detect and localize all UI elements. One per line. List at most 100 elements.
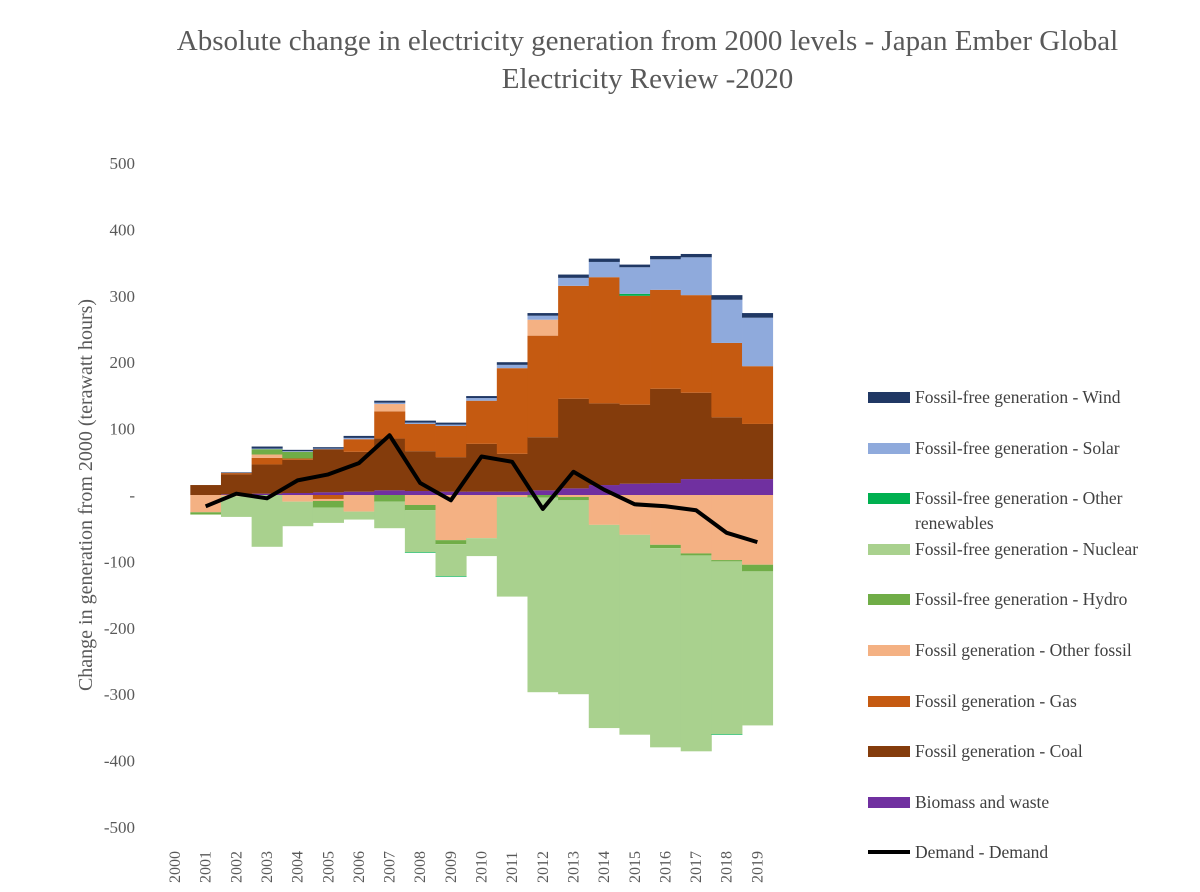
area-segment [374, 495, 406, 502]
y-tick-label: -400 [104, 752, 135, 771]
area-segment [496, 364, 528, 369]
area-segment [282, 458, 314, 460]
legend-item: Fossil generation - Gas [868, 688, 1198, 739]
area-segment [435, 544, 467, 577]
area-segment [404, 422, 436, 424]
area-segment [190, 495, 222, 513]
area-segment [312, 448, 344, 450]
area-segment [558, 274, 590, 278]
area-segment [220, 473, 253, 475]
area-segment [404, 510, 436, 553]
area-segment [680, 555, 712, 752]
area-segment [619, 295, 651, 405]
legend-item: Fossil-free generation - Nuclear [868, 536, 1198, 587]
chart-title: Absolute change in electricity generatio… [176, 25, 1119, 95]
area-segment [404, 423, 436, 452]
area-segment [312, 495, 344, 499]
area-segment [343, 435, 375, 438]
area-segment [374, 400, 406, 403]
x-tick-label: 2010 [474, 851, 491, 883]
area-segment [312, 447, 344, 449]
area-segment [496, 368, 528, 454]
area-segment [650, 483, 682, 495]
area-segment [312, 507, 344, 523]
legend-item: Demand - Demand [868, 839, 1198, 890]
area-segment [220, 472, 253, 474]
area-segment [251, 495, 283, 547]
area-segment [619, 404, 651, 484]
area-segment [558, 398, 590, 489]
area-segment [588, 403, 620, 486]
area-segment [466, 491, 498, 495]
y-tick-label: 200 [110, 353, 136, 372]
area-segment [282, 501, 314, 527]
area-segment [312, 498, 344, 501]
area-segment [680, 479, 712, 495]
area-segment [711, 495, 743, 561]
area-segment [496, 491, 528, 495]
plot: Change in generation from 2000 (terawatt… [75, 154, 774, 883]
area-segment [282, 493, 314, 495]
area-segment [527, 497, 559, 693]
legend-item: Fossil generation - Other fossil [868, 637, 1198, 688]
area-segment [251, 457, 283, 465]
area-segment [466, 400, 498, 444]
area-segment [435, 495, 467, 541]
area-segment [742, 479, 774, 495]
area-segment [527, 319, 559, 336]
area-segment [527, 495, 559, 498]
area-segment [466, 443, 498, 492]
area-segment [742, 564, 774, 572]
legend-label: Biomass and waste [915, 791, 1050, 812]
area-segment [190, 512, 222, 515]
area-segment [680, 253, 712, 258]
legend-swatch [868, 796, 910, 808]
x-tick-label: 2006 [351, 851, 368, 883]
area-segment [742, 495, 774, 565]
area-segment [588, 495, 620, 525]
area-segment [742, 317, 774, 367]
area-segment [650, 495, 682, 545]
area-segment [374, 404, 406, 412]
x-tick-label: 2003 [259, 851, 276, 883]
area-segment [312, 500, 344, 508]
area-segment [435, 576, 467, 577]
area-segment [251, 493, 283, 495]
area-segment [496, 362, 528, 365]
legend-label: Demand - Demand [915, 842, 1049, 863]
demand-line [204, 433, 758, 545]
area-segment [251, 446, 283, 449]
area-segment [343, 491, 375, 495]
area-segment [435, 425, 467, 458]
area-segment [588, 258, 620, 262]
area-segment [527, 335, 559, 438]
legend-label: Fossil-free generation - Wind [915, 387, 1121, 407]
legend-label: Fossil-free generation - Other renewable… [915, 488, 1123, 534]
x-tick-label: 2007 [382, 851, 399, 883]
y-tick-label: - [129, 486, 135, 505]
area-segment [558, 495, 590, 497]
x-tick-label: 2009 [443, 851, 460, 883]
legend-item: Fossil generation - Coal [868, 738, 1198, 789]
area-segment [220, 496, 253, 517]
y-tick-label: -500 [104, 818, 135, 837]
area-segment [680, 295, 712, 393]
area-segment [404, 495, 436, 505]
area-segment [619, 267, 651, 294]
area-segment [435, 491, 467, 495]
area-segment [282, 449, 314, 452]
area-segment [466, 495, 498, 539]
area-segment [374, 490, 406, 495]
area-segment [558, 500, 590, 695]
area-segment [619, 534, 651, 735]
x-tick-label: 2014 [596, 851, 613, 883]
area-segment [496, 496, 528, 597]
legend-label: Fossil-free generation - Nuclear [915, 538, 1139, 559]
area-segment [466, 396, 498, 399]
area-segment [343, 511, 375, 520]
legend-label: Fossil generation - Other fossil [915, 639, 1132, 660]
area-segment [742, 313, 774, 318]
y-axis-label: Change in generation from 2000 (terawatt… [75, 299, 97, 691]
area-segment [374, 402, 406, 405]
